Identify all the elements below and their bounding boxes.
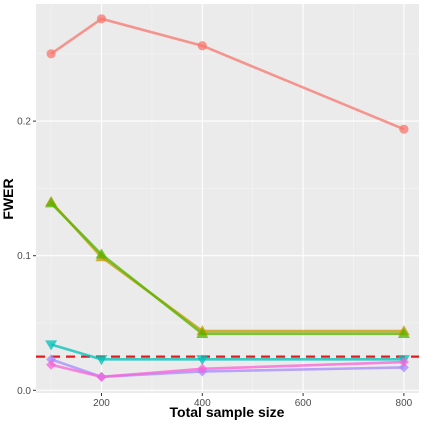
x-axis-title: Total sample size [170, 404, 285, 420]
x-tick-label: 600 [295, 398, 312, 409]
x-axis-ticks: 200 400 600 800 [93, 393, 413, 409]
data-point [95, 355, 108, 366]
y-tick-label: 0.0 [17, 386, 31, 397]
series-line-3 [50, 202, 404, 336]
y-tick-label: 0.1 [17, 251, 31, 262]
data-point [95, 248, 108, 259]
data-point [96, 14, 107, 24]
series-line-5 [50, 358, 404, 379]
y-tick-label: 0.2 [17, 117, 31, 128]
data-point [196, 327, 209, 338]
data-point [96, 371, 107, 382]
data-point [45, 197, 58, 208]
data-point [197, 363, 208, 374]
data-point [197, 41, 207, 51]
panel-background [36, 4, 419, 393]
series-line-4 [50, 343, 404, 361]
data-point [398, 357, 409, 368]
data-point [398, 362, 409, 373]
series-points [45, 14, 410, 382]
series-line-1 [50, 17, 405, 131]
y-axis-title: FWER [0, 178, 16, 219]
data-point [196, 355, 209, 366]
x-tick-label: 400 [194, 398, 211, 409]
data-point [46, 49, 56, 59]
series-line-6 [50, 360, 404, 379]
data-point [46, 359, 57, 370]
data-point [399, 124, 409, 134]
y-axis-ticks: 0.0 0.1 0.2 [17, 117, 36, 397]
x-tick-label: 800 [396, 398, 413, 409]
data-point [45, 340, 58, 351]
data-point [397, 327, 410, 338]
series-lines [50, 17, 405, 379]
data-point [46, 354, 57, 365]
minor-gridlines [36, 4, 419, 393]
x-tick-label: 200 [93, 398, 110, 409]
